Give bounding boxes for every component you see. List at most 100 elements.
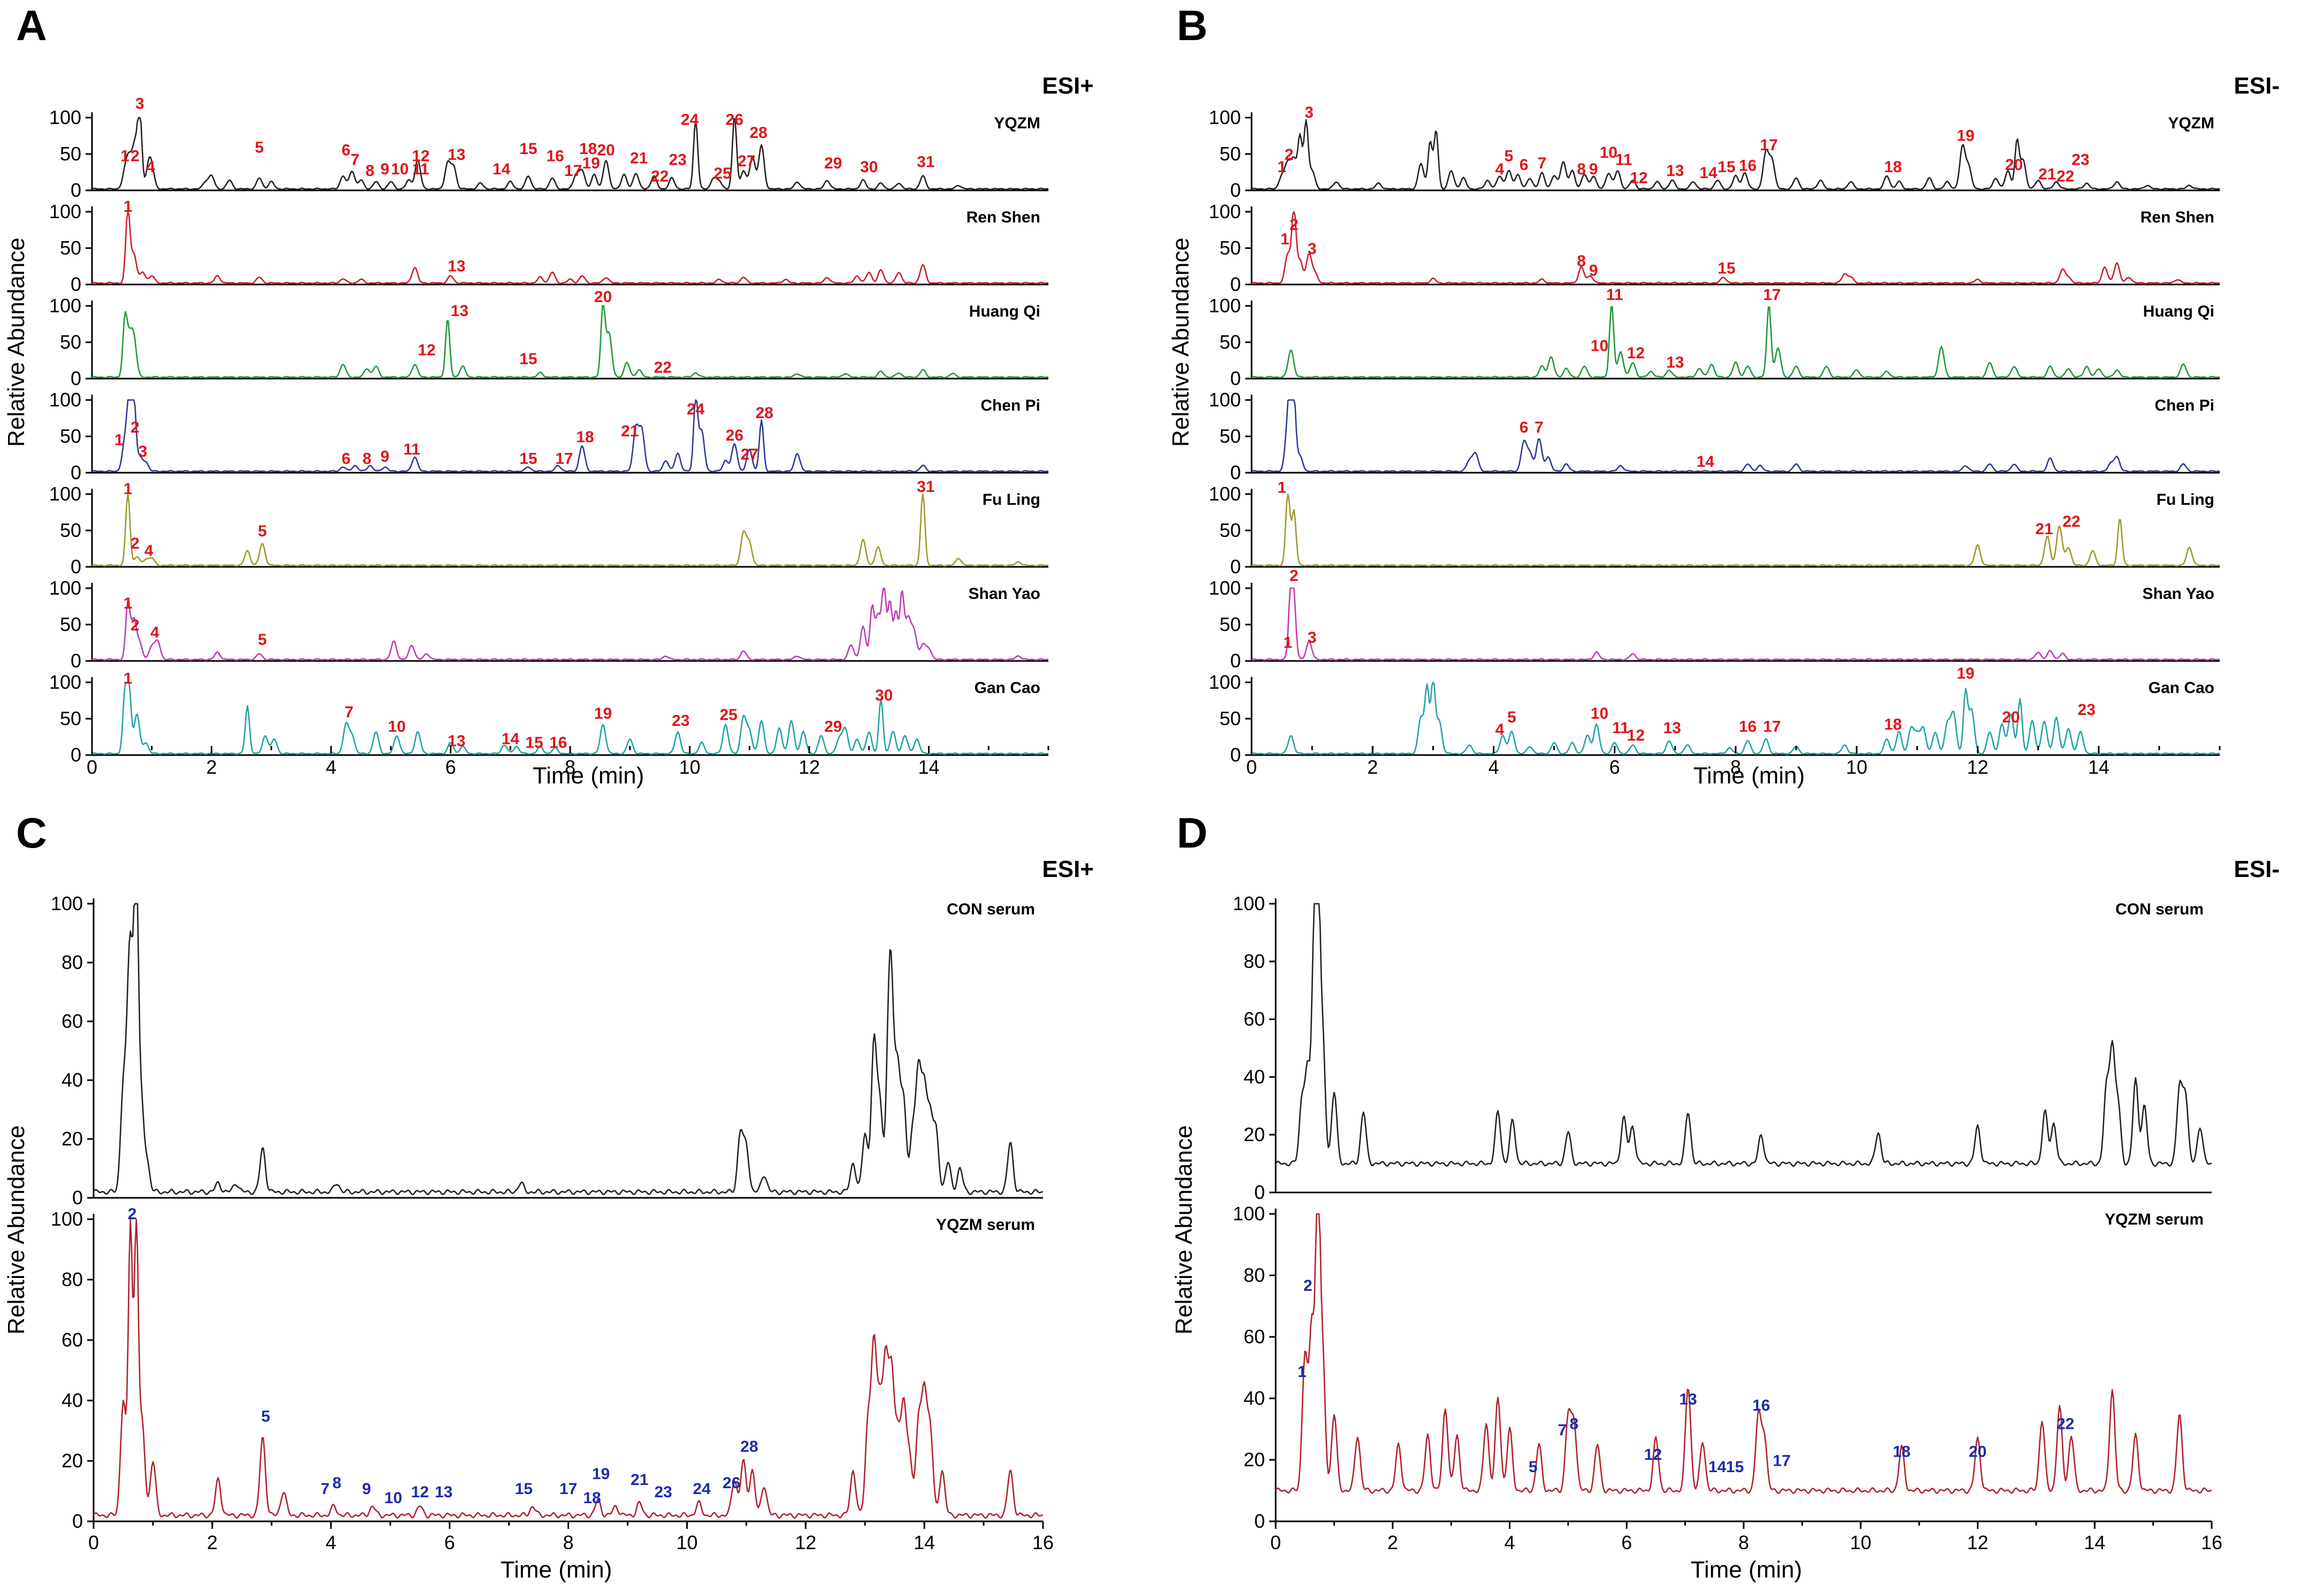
peak-label-6: 6 (1520, 156, 1529, 174)
peak-label-2: 2 (131, 617, 140, 634)
y-tick-label: 0 (72, 1187, 83, 1209)
peak-label-26: 26 (723, 1474, 740, 1492)
peak-label-5: 5 (258, 522, 267, 540)
peak-label-18: 18 (583, 1489, 601, 1507)
trace-name-label: Shan Yao (968, 585, 1040, 603)
chromatogram-line (91, 399, 1048, 473)
panel-letter-d: D (1177, 809, 1208, 857)
peak-label-17: 17 (1773, 1452, 1790, 1470)
chromatogram-line (1251, 493, 2220, 567)
peak-label-12: 12 (412, 148, 429, 165)
x-tick-label: 6 (444, 1532, 455, 1553)
peak-label-28: 28 (749, 124, 767, 142)
peak-label-21: 21 (630, 150, 648, 167)
peak-label-19: 19 (594, 705, 612, 722)
peak-label-17: 17 (555, 450, 573, 468)
peak-label-3: 3 (1308, 629, 1317, 647)
peak-label-10: 10 (388, 718, 405, 735)
peak-label-20: 20 (1969, 1443, 1986, 1460)
trace-yqzm-serum: 0 20 40 60 80 100 YQZM serum 2 5 7 8 9 10 12 13 15 17 19 1… (51, 1205, 1043, 1532)
peak-label-5: 5 (255, 138, 264, 156)
trace-name-label: CON serum (2115, 901, 2204, 918)
peak-label-12: 12 (418, 341, 435, 359)
peak-label-1: 1 (120, 148, 129, 165)
y-tick-label: 40 (1244, 1066, 1265, 1088)
x-axis: 0 2 4 6 8 10 12 14 16 (1270, 1521, 2222, 1553)
trace-name-label: Chen Pi (980, 397, 1040, 414)
peak-label-7: 7 (350, 151, 359, 168)
y-tick-label: 0 (1230, 461, 1241, 483)
trace-name-label: Fu Ling (983, 491, 1040, 509)
x-axis-title: Time (min) (1693, 763, 1805, 789)
peak-label-23: 23 (654, 1483, 672, 1501)
chromatogram-line (1251, 306, 2220, 379)
peak-label-13: 13 (448, 146, 465, 164)
trace-name-label: Fu Ling (2157, 491, 2214, 509)
peak-label-1: 1 (124, 198, 133, 216)
peak-label-5: 5 (261, 1408, 270, 1426)
y-tick-label: 100 (1209, 201, 1241, 222)
y-tick-label: 50 (1219, 143, 1241, 165)
y-axis-title: Relative Abundance (3, 1125, 29, 1334)
peak-label-1: 1 (114, 431, 124, 449)
peak-label-11: 11 (1612, 719, 1629, 737)
x-tick-label: 6 (445, 756, 456, 778)
x-axis: 0 2 4 6 8 10 12 14 16 (88, 1521, 1054, 1553)
chromatogram-line (91, 587, 1048, 661)
ionization-mode-label: ESI+ (1042, 73, 1094, 99)
peak-label-2: 2 (131, 148, 140, 165)
peak-label-6: 6 (342, 450, 351, 468)
trace-name-label: YQZM (994, 114, 1040, 132)
x-tick-label: 4 (326, 756, 336, 778)
trace-chen-pi: 0 50 100 Chen Pi 6 7 14 (1209, 389, 2220, 483)
peak-label-19: 19 (582, 155, 600, 172)
trace-name-label: YQZM serum (2105, 1211, 2204, 1228)
trace-fu-ling: 0 50 100 Fu Ling 1 2 4 5 31 (49, 478, 1048, 578)
y-tick-label: 0 (71, 556, 81, 578)
x-tick-label: 10 (1846, 756, 1867, 778)
trace-name-label: Gan Cao (2149, 679, 2214, 697)
peak-label-22: 22 (654, 359, 672, 376)
peak-label-23: 23 (672, 712, 689, 730)
trace-name-label: Shan Yao (2142, 585, 2214, 603)
y-tick-label: 80 (62, 1268, 83, 1290)
peak-label-10: 10 (385, 1489, 402, 1507)
y-tick-label: 100 (1209, 295, 1241, 317)
peak-label-28: 28 (756, 404, 773, 422)
panel-letter-c: C (16, 809, 47, 857)
trace-name-label: YQZM (2168, 114, 2214, 132)
peak-label-1: 1 (1277, 479, 1286, 496)
peak-label-15: 15 (519, 140, 537, 158)
peak-label-10: 10 (1591, 705, 1608, 722)
x-tick-label: 4 (1504, 1532, 1515, 1553)
y-tick-label: 0 (1254, 1510, 1265, 1532)
y-tick-label: 60 (1244, 1008, 1265, 1030)
peak-label-7: 7 (344, 703, 354, 721)
y-tick-label: 0 (71, 461, 81, 483)
peak-label-16: 16 (1739, 718, 1757, 735)
panel-letter-b: B (1177, 2, 1208, 49)
peak-label-14: 14 (493, 160, 511, 178)
peak-label-11: 11 (1615, 151, 1632, 168)
trace-name-label: YQZM serum (936, 1216, 1035, 1234)
peak-label-3: 3 (135, 95, 144, 113)
peak-label-11: 11 (412, 160, 429, 178)
trace-con-serum: 0 20 40 60 80 100 CON serum (1233, 892, 2212, 1203)
x-tick-label: 14 (914, 1532, 935, 1553)
peak-label-6: 6 (1520, 419, 1529, 436)
y-tick-label: 50 (60, 519, 81, 541)
peak-label-1: 1 (124, 670, 133, 688)
x-tick-label: 0 (1246, 756, 1257, 778)
y-tick-label: 60 (62, 1010, 83, 1032)
ionization-mode-label: ESI- (2234, 73, 2280, 99)
peak-label-21: 21 (2038, 166, 2056, 183)
y-tick-label: 100 (49, 389, 81, 411)
peak-label-9: 9 (1589, 262, 1598, 280)
peak-label-1: 1 (1277, 158, 1286, 176)
peak-label-10: 10 (391, 160, 409, 178)
chromatogram-line (93, 1218, 1043, 1519)
